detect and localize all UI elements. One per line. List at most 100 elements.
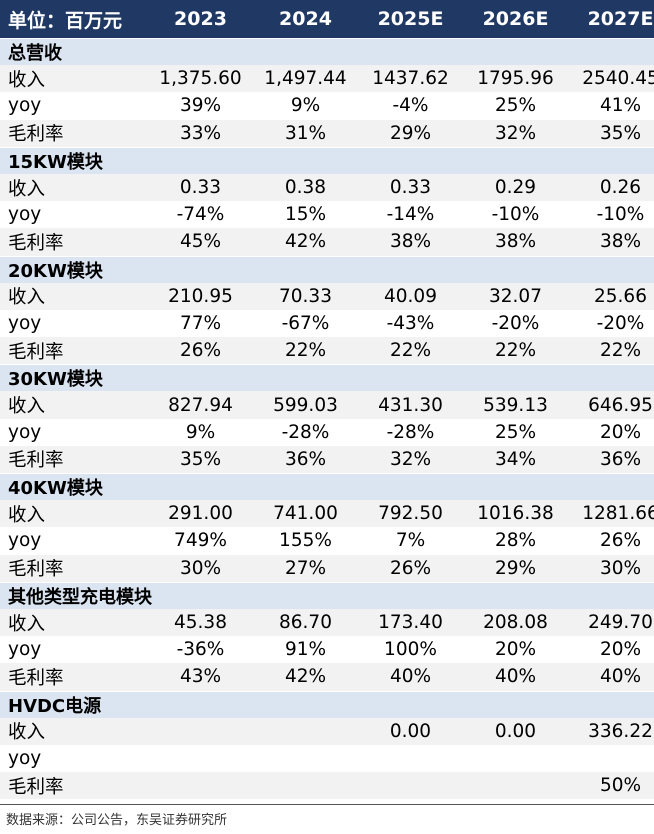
row-label: 毛利率 bbox=[8, 124, 64, 146]
cell: 29% bbox=[494, 557, 537, 579]
row-label: 毛利率 bbox=[8, 776, 64, 798]
cell: -20% bbox=[491, 312, 540, 334]
header-row: 单位：百万元 2023 2024 2025E 2026E 2027E bbox=[0, 0, 654, 38]
data-row: 收入 210.95 70.33 40.09 32.07 25.66 bbox=[0, 282, 654, 310]
cell: 2540.45 bbox=[582, 68, 654, 90]
cell: -36% bbox=[176, 639, 225, 661]
header-cell: 2027E bbox=[587, 8, 654, 30]
cell: 0.29 bbox=[494, 177, 537, 199]
cell: -14% bbox=[386, 204, 435, 226]
cell: 7% bbox=[395, 530, 426, 552]
section-title: 总营收 bbox=[8, 43, 62, 65]
cell: 43% bbox=[179, 666, 222, 688]
header-cell: 2025E bbox=[377, 8, 444, 30]
row-label: yoy bbox=[8, 639, 42, 661]
cell: 25.66 bbox=[594, 285, 647, 307]
cell: 0.33 bbox=[389, 177, 432, 199]
data-row: 收入 291.00 741.00 792.50 1016.38 1281.66 bbox=[0, 500, 654, 528]
cell: 29% bbox=[389, 122, 432, 144]
cell: 210.95 bbox=[168, 285, 233, 307]
cell: 42% bbox=[284, 231, 327, 253]
data-row: 毛利率 33% 31% 29% 32% 35% bbox=[0, 119, 654, 147]
data-row: yoy -74% 15% -14% -10% -10% bbox=[0, 201, 654, 228]
cell: 38% bbox=[599, 231, 642, 253]
cell: 155% bbox=[279, 530, 332, 552]
cell: 91% bbox=[284, 639, 327, 661]
cell: 33% bbox=[179, 122, 222, 144]
section-row: 30KW模块 bbox=[0, 364, 654, 392]
section-title: 20KW模块 bbox=[8, 260, 103, 282]
data-row: 收入 0.00 0.00 336.22 bbox=[0, 717, 654, 745]
cell: 25% bbox=[494, 421, 537, 443]
cell: 27% bbox=[284, 557, 327, 579]
header-cell: 2023 bbox=[174, 8, 227, 30]
section-row: 40KW模块 bbox=[0, 473, 654, 501]
cell: 40% bbox=[389, 666, 432, 688]
row-label: yoy bbox=[8, 421, 42, 443]
data-row: 收入 0.33 0.38 0.33 0.29 0.26 bbox=[0, 173, 654, 202]
cell: 26% bbox=[599, 530, 642, 552]
section-title: 15KW模块 bbox=[8, 151, 103, 173]
data-row: 毛利率 43% 42% 40% 40% 40% bbox=[0, 663, 654, 691]
cell: 0.38 bbox=[284, 177, 327, 199]
data-row: 毛利率 26% 22% 22% 22% 22% bbox=[0, 337, 654, 365]
row-label: yoy bbox=[8, 312, 42, 334]
cell: 0.33 bbox=[179, 177, 222, 199]
row-label: 收入 bbox=[8, 613, 46, 635]
cell: 35% bbox=[179, 448, 222, 470]
section-title: HVDC电源 bbox=[8, 695, 102, 717]
cell: 36% bbox=[599, 448, 642, 470]
cell: 40% bbox=[494, 666, 537, 688]
cell: 38% bbox=[494, 231, 537, 253]
cell: 291.00 bbox=[168, 503, 233, 525]
data-row: 毛利率 35% 36% 32% 34% 36% bbox=[0, 445, 654, 473]
cell: -20% bbox=[596, 312, 645, 334]
cell: -28% bbox=[386, 421, 435, 443]
row-label: 收入 bbox=[8, 722, 46, 744]
row-label: 毛利率 bbox=[8, 559, 64, 581]
header-cell: 单位：百万元 bbox=[8, 9, 123, 32]
row-label: 收入 bbox=[8, 504, 46, 526]
cell: 38% bbox=[389, 231, 432, 253]
table: 单位：百万元 2023 2024 2025E 2026E 2027E 总营收收入 1,375.… bbox=[0, 0, 654, 800]
cell: 32% bbox=[389, 448, 432, 470]
data-row: 毛利率 45% 42% 38% 38% 38% bbox=[0, 228, 654, 256]
cell: 40% bbox=[599, 666, 642, 688]
cell: 45.38 bbox=[174, 612, 227, 634]
row-label: 收入 bbox=[8, 287, 46, 309]
cell: 86.70 bbox=[279, 612, 332, 634]
section-title: 40KW模块 bbox=[8, 478, 103, 500]
cell: 32.07 bbox=[489, 285, 542, 307]
cell: 45% bbox=[179, 231, 222, 253]
cell: 336.22 bbox=[588, 720, 653, 742]
cell: 26% bbox=[389, 557, 432, 579]
cell: 22% bbox=[389, 340, 432, 362]
cell: 42% bbox=[284, 666, 327, 688]
header-cell: 2024 bbox=[279, 8, 332, 30]
header-cell: 2026E bbox=[482, 8, 549, 30]
cell: 40.09 bbox=[384, 285, 437, 307]
row-label: 毛利率 bbox=[8, 450, 64, 472]
cell: 30% bbox=[179, 557, 222, 579]
cell: 1,497.44 bbox=[264, 68, 347, 90]
cell: 36% bbox=[284, 448, 327, 470]
cell: -74% bbox=[176, 204, 225, 226]
section-row: 其他类型充电模块 bbox=[0, 581, 654, 609]
data-row: yoy 77% -67% -43% -20% -20% bbox=[0, 310, 654, 337]
cell: 35% bbox=[599, 122, 642, 144]
data-row: 收入 45.38 86.70 173.40 208.08 249.70 bbox=[0, 608, 654, 637]
cell: 28% bbox=[494, 530, 537, 552]
section-title: 30KW模块 bbox=[8, 369, 103, 391]
cell: 1,375.60 bbox=[159, 68, 242, 90]
cell: 646.95 bbox=[588, 394, 653, 416]
cell: 32% bbox=[494, 122, 537, 144]
cell: 539.13 bbox=[483, 394, 548, 416]
cell: 173.40 bbox=[378, 612, 443, 634]
cell: 20% bbox=[599, 421, 642, 443]
cell: 20% bbox=[494, 639, 537, 661]
row-label: 收入 bbox=[8, 69, 46, 91]
cell: 30% bbox=[599, 557, 642, 579]
cell: -4% bbox=[392, 95, 429, 117]
cell: -28% bbox=[281, 421, 330, 443]
